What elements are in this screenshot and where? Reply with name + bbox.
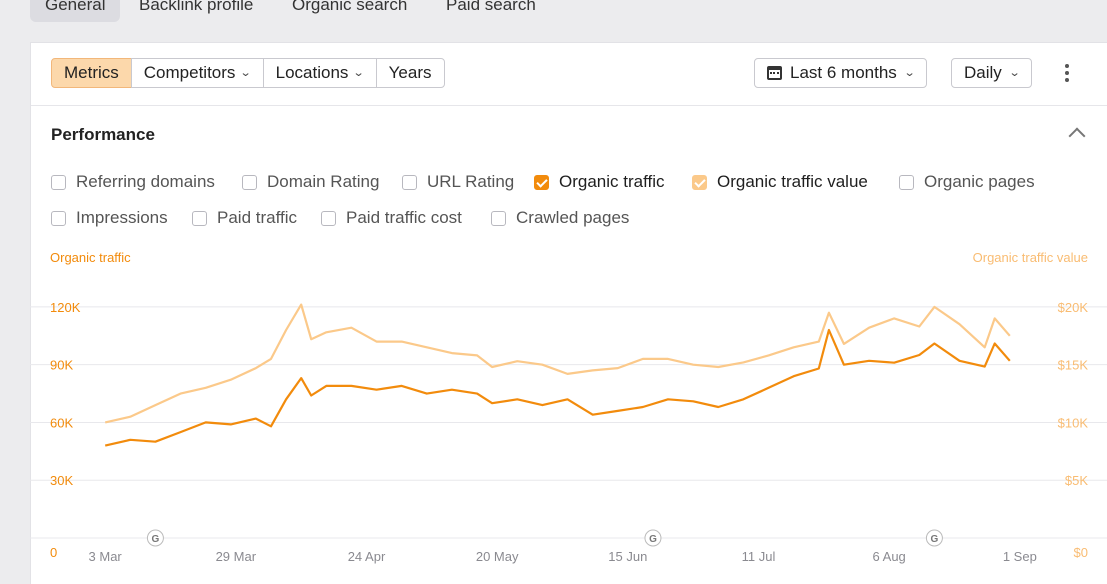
interval-dropdown[interactable]: Daily ⌄	[951, 58, 1033, 88]
checkbox-box[interactable]	[192, 210, 207, 226]
checkbox-label: URL Rating	[427, 172, 515, 191]
google-update-marker	[146, 529, 164, 547]
checkbox-box[interactable]	[51, 210, 66, 226]
google-update-label: G	[152, 534, 160, 545]
tab-general[interactable]: General	[30, 0, 121, 22]
chevron-down-icon: ⌄	[240, 67, 253, 79]
checkbox-crawled-pages[interactable]: Crawled pages	[491, 208, 629, 228]
x-tick-label: 15 Jun	[608, 549, 647, 564]
checkbox-label: Paid traffic cost	[346, 208, 462, 227]
competitors-label: Competitors	[143, 63, 236, 82]
top-tab-bar: General Backlink profile Organic search …	[0, 0, 1107, 42]
checkbox-label: Organic traffic	[559, 172, 665, 191]
checkbox-organic-traffic-value[interactable]: Organic traffic value	[692, 172, 868, 192]
left-axis-title: Organic traffic	[50, 250, 131, 265]
checkbox-box[interactable]	[899, 174, 914, 190]
x-tick-label: 11 Jul	[742, 549, 776, 564]
checkbox-box[interactable]	[321, 210, 336, 226]
right-axis-title: Organic traffic value	[973, 250, 1088, 265]
google-update-label: G	[649, 534, 657, 545]
checkbox-box[interactable]	[51, 174, 66, 190]
checkbox-label: Organic traffic value	[717, 172, 868, 191]
y2-tick-label: $15K	[1058, 358, 1089, 373]
checkbox-label: Paid traffic	[217, 208, 298, 227]
checkbox-label: Domain Rating	[267, 172, 380, 191]
y2-tick-label: $10K	[1058, 415, 1089, 430]
checkbox-box[interactable]	[491, 210, 506, 226]
checkbox-url-rating[interactable]: URL Rating	[402, 172, 514, 192]
y2-tick-label: $0	[1074, 545, 1088, 560]
locations-label: Locations	[275, 63, 349, 82]
x-tick-label: 6 Aug	[873, 549, 906, 564]
metrics-button[interactable]: Metrics	[51, 58, 132, 88]
performance-title: Performance	[51, 125, 155, 144]
tab-backlink-profile[interactable]: Backlink profile	[139, 0, 254, 14]
checkbox-box-checked[interactable]	[534, 174, 549, 190]
google-update-label: G	[931, 534, 939, 545]
years-button[interactable]: Years	[375, 58, 445, 88]
series-line-organic-traffic	[104, 328, 1011, 447]
checkbox-impressions[interactable]: Impressions	[51, 208, 168, 228]
y2-tick-label: $20K	[1058, 300, 1089, 315]
checkbox-box[interactable]	[242, 174, 257, 190]
google-update-marker	[644, 529, 662, 547]
series-line-organic-traffic-value	[104, 303, 1011, 424]
locations-dropdown[interactable]: Locations ⌄	[262, 58, 377, 88]
checkbox-label: Impressions	[76, 208, 168, 227]
checkbox-paid-traffic[interactable]: Paid traffic	[192, 208, 297, 228]
y-tick-label: 30K	[50, 473, 73, 488]
divider	[31, 105, 1107, 106]
x-tick-label: 29 Mar	[216, 549, 257, 564]
chevron-down-icon: ⌄	[1008, 67, 1021, 79]
checkbox-referring-domains[interactable]: Referring domains	[51, 172, 215, 192]
google-update-marker	[925, 529, 943, 547]
years-label: Years	[388, 63, 432, 82]
tab-paid-search[interactable]: Paid search	[446, 0, 536, 14]
checkbox-organic-traffic[interactable]: Organic traffic	[534, 172, 665, 192]
y-tick-label: 90K	[50, 358, 73, 373]
checkbox-label: Referring domains	[76, 172, 215, 191]
y-tick-label: 0	[50, 545, 57, 560]
calendar-icon	[767, 66, 782, 80]
x-tick-label: 1 Sep	[1003, 549, 1037, 564]
x-tick-label: 20 May	[476, 549, 519, 564]
performance-panel: Metrics Competitors ⌄ Locations ⌄ Years La…	[30, 42, 1107, 584]
y-tick-label: 60K	[50, 415, 73, 430]
date-range-dropdown[interactable]: Last 6 months ⌄	[754, 58, 927, 88]
date-range-label: Last 6 months	[790, 63, 897, 82]
x-tick-label: 3 Mar	[89, 549, 123, 564]
checkbox-label: Organic pages	[924, 172, 1035, 191]
tab-organic-search[interactable]: Organic search	[292, 0, 408, 14]
interval-label: Daily	[964, 63, 1002, 82]
y2-tick-label: $5K	[1065, 473, 1088, 488]
checkbox-domain-rating[interactable]: Domain Rating	[242, 172, 379, 192]
checkbox-box[interactable]	[402, 174, 417, 190]
chevron-down-icon: ⌄	[353, 67, 366, 79]
checkbox-organic-pages[interactable]: Organic pages	[899, 172, 1035, 192]
x-tick-label: 24 Apr	[348, 549, 386, 564]
metrics-label: Metrics	[64, 63, 119, 82]
chevron-down-icon: ⌄	[903, 67, 916, 79]
checkbox-paid-traffic-cost[interactable]: Paid traffic cost	[321, 208, 462, 228]
y-tick-label: 120K	[50, 300, 81, 315]
more-options-icon[interactable]	[1062, 64, 1072, 84]
checkbox-box-checked[interactable]	[692, 174, 707, 190]
checkbox-label: Crawled pages	[516, 208, 630, 227]
view-button-group: Metrics Competitors ⌄ Locations ⌄ Years	[51, 58, 445, 88]
